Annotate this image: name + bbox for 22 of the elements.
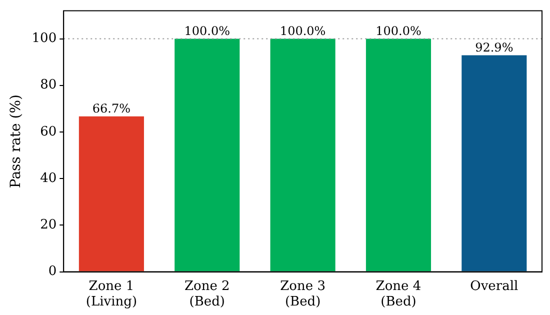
bar (270, 38, 336, 272)
bar (174, 38, 240, 272)
bar (78, 116, 144, 272)
data-label: 100.0% (280, 24, 326, 38)
bar (366, 38, 432, 272)
x-tick-label: Overall (470, 278, 518, 294)
y-tick-label: 20 (40, 218, 57, 233)
x-tick-label: Zone 4 (Bed) (376, 278, 422, 310)
y-axis-title: Pass rate (%) (8, 94, 24, 188)
data-label: 92.9% (475, 40, 514, 54)
x-tick-label: Zone 3 (Bed) (280, 278, 326, 310)
y-tick-label: 100 (32, 31, 57, 46)
y-tick-label: 60 (40, 124, 57, 140)
data-label: 66.7% (92, 101, 131, 116)
data-label: 100.0% (376, 24, 422, 38)
x-tick-label: Zone 1 (Living) (86, 278, 138, 310)
y-tick-label: 80 (40, 78, 57, 93)
x-tick-label: Zone 2 (Bed) (184, 278, 230, 310)
data-label: 100.0% (184, 24, 230, 38)
y-tick-label: 40 (40, 170, 57, 186)
y-tick-label: 0 (48, 264, 57, 280)
bar (462, 55, 527, 272)
